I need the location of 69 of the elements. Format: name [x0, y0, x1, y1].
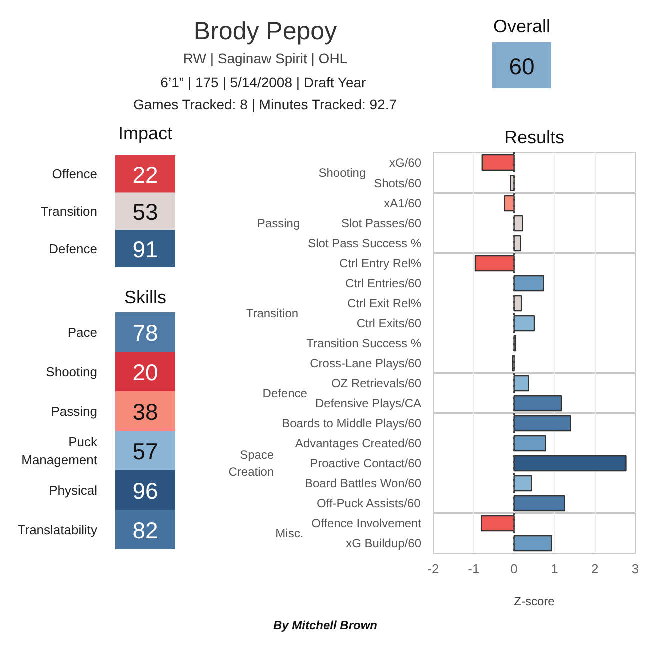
- y-tick-label: xG/60: [389, 156, 422, 170]
- text: By Mitchell Brown: [274, 618, 378, 632]
- data-label: 53: [132, 199, 158, 226]
- y-tick-label: Defence: [49, 241, 98, 256]
- y-axis-title: Space Creation: [228, 448, 274, 479]
- x-tick-label: -1: [468, 562, 480, 576]
- bar: [514, 315, 536, 332]
- x-axis-title: Z-score: [514, 594, 556, 608]
- y-tick-label: Shots/60: [374, 176, 422, 190]
- chart-title: Results: [504, 128, 565, 148]
- y-tick-label: Slot Pass Success %: [308, 236, 422, 250]
- bar: [514, 415, 572, 432]
- data-label: 57: [132, 438, 158, 465]
- data-label: 96: [132, 478, 158, 504]
- x-tick-label: 2: [591, 562, 599, 576]
- y-tick-label: Cross-Lane Plays/60: [310, 356, 422, 370]
- y-tick-label: Off-Puck Assists/60: [317, 496, 422, 510]
- y-tick-label: Translatability: [18, 522, 98, 538]
- chart-title: Skills: [124, 288, 167, 308]
- data-label: 91: [132, 236, 158, 263]
- y-tick-label: Ctrl Exits/60: [356, 316, 422, 330]
- y-axis-title: Defence: [262, 386, 308, 400]
- text: Brody Pepoy: [194, 18, 338, 46]
- text: RW | Saginaw Spirit | OHL: [183, 50, 348, 66]
- bar: [514, 475, 532, 492]
- y-tick-label: Offence Involvement: [312, 516, 422, 530]
- y-axis-title: Misc.: [276, 526, 304, 540]
- text: Games Tracked: 8 | Minutes Tracked: 92.7: [133, 96, 398, 112]
- data-label: 38: [132, 399, 158, 426]
- y-tick-label: xG Buildup/60: [346, 536, 422, 550]
- data-label: 20: [132, 360, 158, 386]
- bar: [474, 255, 515, 272]
- data-label: 60: [509, 54, 535, 80]
- y-tick-label: Advantages Created/60: [295, 436, 422, 450]
- bar: [514, 295, 522, 312]
- y-tick-label: Ctrl Entries/60: [345, 276, 422, 290]
- data-label: 22: [132, 162, 158, 188]
- y-tick-label: Proactive Contact/60: [310, 456, 422, 470]
- y-tick-label: Ctrl Exit Rel%: [347, 296, 422, 310]
- bar: [514, 495, 566, 512]
- x-tick-label: 0: [510, 562, 518, 576]
- x-tick-label: Impact: [118, 124, 173, 144]
- y-tick-label: Physical: [49, 482, 98, 498]
- category-label: Overall: [493, 16, 551, 36]
- y-tick-label: Shooting: [46, 364, 98, 380]
- y-tick-label: Offence: [52, 166, 98, 182]
- y-tick-label: xA1/60: [384, 196, 422, 210]
- data-label: 82: [132, 518, 158, 544]
- y-tick-label: Puck Management: [22, 434, 98, 468]
- data-label: 78: [132, 320, 158, 346]
- y-tick-label: Slot Passes/60: [341, 216, 422, 230]
- y-tick-label: Ctrl Entry Rel%: [339, 256, 422, 270]
- y-tick-label: OZ Retrievals/60: [331, 376, 422, 390]
- y-axis-title: Transition: [246, 306, 299, 320]
- y-tick-label: Passing: [51, 404, 98, 419]
- y-tick-label: Boards to Middle Plays/60: [282, 416, 422, 430]
- x-tick-label: 1: [551, 562, 558, 576]
- y-tick-label: Defensive Plays/CA: [315, 396, 422, 410]
- x-tick-label: -2: [428, 562, 440, 576]
- y-tick-label: Transition: [40, 204, 98, 219]
- bar: [514, 455, 627, 472]
- bar: [514, 275, 544, 292]
- y-tick-label: Transition Success %: [306, 336, 422, 350]
- y-tick-label: Board Battles Won/60: [304, 476, 422, 490]
- text: 6’1” | 175 | 5/14/2008 | Draft Year: [160, 74, 367, 90]
- bar: [514, 435, 546, 452]
- y-axis-title: Passing: [257, 216, 300, 230]
- x-tick-label: 3: [632, 562, 640, 576]
- y-tick-label: Pace: [68, 324, 98, 340]
